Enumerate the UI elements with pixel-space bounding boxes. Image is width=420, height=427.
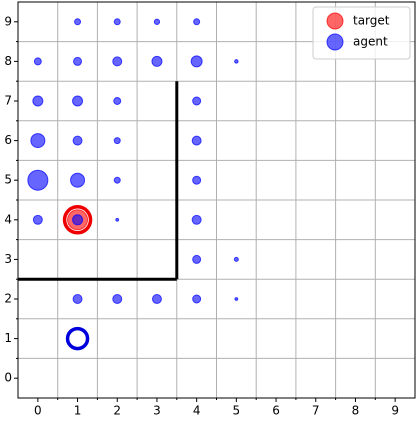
point (32, 214, 43, 225)
point (72, 95, 84, 107)
x-tick-label: 2 (113, 404, 121, 418)
point (113, 176, 121, 184)
legend-label: agent (353, 35, 388, 49)
legend-label: target (353, 14, 390, 28)
point (192, 294, 202, 304)
y-tick-label: 4 (4, 212, 12, 226)
x-tick-label: 0 (34, 404, 42, 418)
point (27, 169, 49, 191)
point (233, 256, 239, 262)
legend-marker (326, 33, 344, 51)
point (72, 294, 83, 304)
x-tick-label: 7 (312, 404, 320, 418)
point (190, 55, 203, 68)
point (72, 214, 84, 226)
point (32, 95, 44, 107)
point (191, 214, 202, 225)
point (74, 18, 82, 26)
point (113, 97, 122, 105)
y-tick-label: 0 (4, 371, 12, 385)
x-tick-label: 8 (352, 404, 360, 418)
point (192, 254, 202, 264)
legend-marker (326, 12, 344, 30)
point (234, 297, 239, 301)
ring (65, 326, 90, 351)
point (33, 57, 42, 66)
point (193, 18, 201, 26)
y-tick-label: 2 (4, 292, 12, 306)
x-tick-label: 6 (272, 404, 280, 418)
y-tick-label: 1 (4, 331, 12, 345)
x-tick-label: 1 (74, 404, 82, 418)
y-tick-label: 6 (4, 133, 12, 147)
point (153, 18, 161, 25)
y-tick-label: 8 (4, 54, 12, 68)
ring (62, 205, 93, 235)
point (30, 133, 46, 149)
y-tick-label: 3 (4, 252, 12, 266)
y-tick-label: 9 (4, 14, 12, 28)
x-tick-label: 5 (233, 404, 241, 418)
point (113, 137, 121, 145)
x-tick-label: 4 (193, 404, 201, 418)
point (73, 56, 83, 66)
y-tick-label: 5 (4, 173, 12, 187)
point (151, 55, 163, 67)
point (112, 56, 123, 67)
x-tick-label: 3 (153, 404, 161, 418)
point (112, 294, 123, 304)
plot-frame (17, 1, 416, 399)
point (192, 175, 202, 185)
point (72, 135, 83, 146)
point (234, 59, 239, 64)
y-tick-label: 7 (4, 94, 12, 108)
x-tick-label: 9 (391, 404, 399, 418)
point (115, 217, 120, 222)
point (191, 135, 202, 146)
point (192, 96, 202, 106)
point (113, 18, 121, 26)
point (151, 294, 162, 304)
point (70, 172, 86, 188)
